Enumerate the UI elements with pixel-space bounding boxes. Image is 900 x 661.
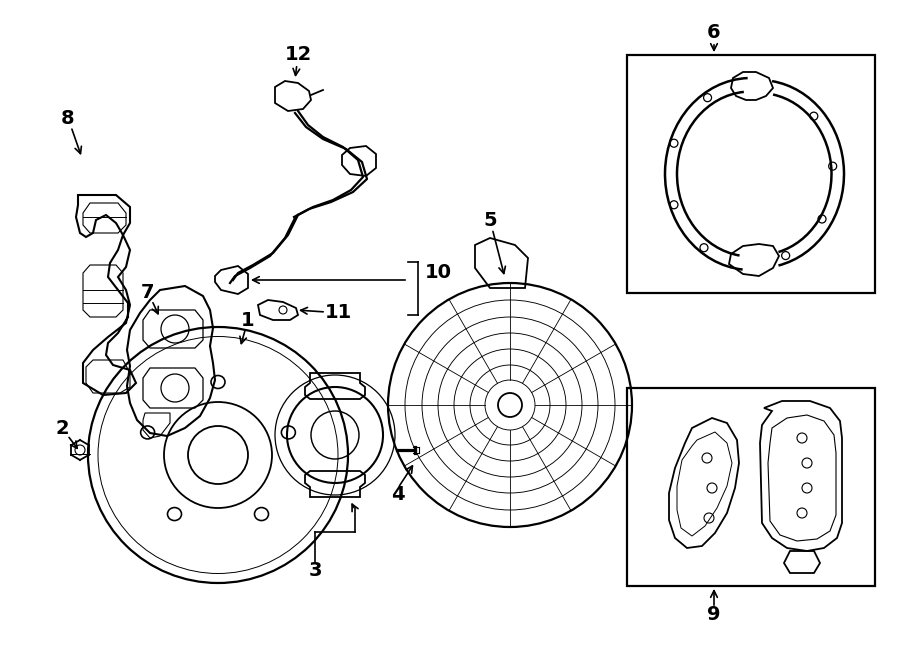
Text: 6: 6: [707, 22, 721, 42]
Text: 4: 4: [392, 485, 405, 504]
Text: 1: 1: [241, 311, 255, 329]
Text: 8: 8: [61, 108, 75, 128]
Bar: [627, 388, 875, 586]
Text: 10: 10: [425, 262, 452, 282]
Text: 9: 9: [707, 605, 721, 625]
Bar: [627, 55, 875, 293]
Text: 2: 2: [55, 418, 68, 438]
Text: 11: 11: [324, 303, 352, 321]
Text: 12: 12: [284, 46, 311, 65]
Text: 5: 5: [483, 210, 497, 229]
Text: 7: 7: [141, 282, 155, 301]
Text: 3: 3: [308, 561, 322, 580]
